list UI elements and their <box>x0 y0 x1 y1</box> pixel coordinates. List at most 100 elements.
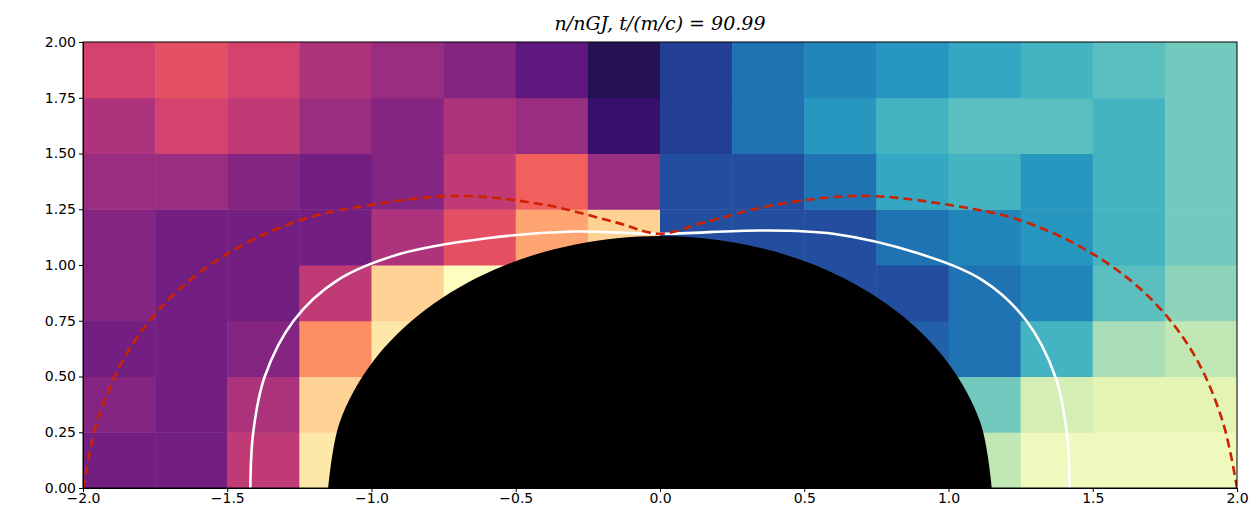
cell <box>949 209 1022 265</box>
cell <box>155 154 228 210</box>
cell <box>876 98 949 154</box>
y-tick: 1.00 <box>45 257 83 273</box>
cell <box>1021 265 1094 321</box>
cell <box>949 321 1022 377</box>
cell <box>588 42 661 98</box>
cell <box>660 98 733 154</box>
frame <box>83 42 1237 488</box>
cell <box>804 98 877 154</box>
cell <box>876 209 949 265</box>
y-tick-label: 2.00 <box>45 34 76 50</box>
y-tick-label: 0.25 <box>45 424 76 440</box>
cell <box>372 98 445 154</box>
x-tick: −1.0 <box>355 488 389 506</box>
cells <box>83 42 1237 488</box>
cell <box>227 432 300 488</box>
x-tick: 1.0 <box>938 488 960 506</box>
y-tick: 0.50 <box>45 368 83 384</box>
cell <box>588 98 661 154</box>
y-tick-label: 1.00 <box>45 257 76 273</box>
cell <box>155 377 228 433</box>
x-tick-label: −1.0 <box>355 490 389 506</box>
x-tick-label: −1.5 <box>211 490 245 506</box>
y-tick: 2.00 <box>45 34 83 50</box>
cell <box>227 377 300 433</box>
y-tick: 1.50 <box>45 145 83 161</box>
cell <box>949 265 1022 321</box>
cell <box>660 42 733 98</box>
curve <box>250 230 1069 488</box>
cell <box>732 98 805 154</box>
x-tick-label: 0.5 <box>794 490 816 506</box>
y-tick-mark <box>79 321 83 322</box>
y-tick-mark <box>79 377 83 378</box>
cell <box>1021 432 1094 488</box>
y-tick-label: 0.75 <box>45 313 76 329</box>
y-tick-mark <box>79 265 83 266</box>
cell <box>516 42 589 98</box>
x-tick-label: 1.0 <box>938 490 960 506</box>
cell <box>372 154 445 210</box>
cell <box>949 42 1022 98</box>
cell <box>83 154 156 210</box>
cell <box>804 209 877 265</box>
cell <box>660 154 733 210</box>
y-tick-mark <box>79 42 83 43</box>
y-tick-mark <box>79 488 83 489</box>
y-tick-label: 1.50 <box>45 145 76 161</box>
cell <box>83 265 156 321</box>
cell <box>1093 154 1166 210</box>
plot-area <box>83 42 1237 488</box>
y-tick: 0.25 <box>45 424 83 440</box>
cell <box>1165 377 1237 433</box>
cell <box>83 98 156 154</box>
cell <box>804 42 877 98</box>
cell <box>949 154 1022 210</box>
horizon-area <box>328 236 992 488</box>
cell <box>1165 154 1237 210</box>
x-tick: 0.5 <box>794 488 816 506</box>
cell <box>876 154 949 210</box>
cell <box>372 42 445 98</box>
cell <box>83 377 156 433</box>
plot: −2.0−1.5−1.0−0.50.00.51.01.52.00.000.250… <box>45 34 1249 506</box>
cell <box>1021 154 1094 210</box>
cell <box>155 321 228 377</box>
cell <box>299 209 372 265</box>
x-tick-label: 0.0 <box>649 490 671 506</box>
cell <box>1093 321 1166 377</box>
x-tick: 1.5 <box>1082 488 1104 506</box>
dashed-curve <box>83 196 1237 488</box>
cell <box>83 321 156 377</box>
cell <box>155 209 228 265</box>
cell <box>1165 98 1237 154</box>
y-tick: 0.75 <box>45 313 83 329</box>
cell <box>1093 377 1166 433</box>
cell <box>299 98 372 154</box>
cell <box>227 98 300 154</box>
cell <box>1165 42 1237 98</box>
cell <box>227 265 300 321</box>
chart: −2.0−1.5−1.0−0.50.00.51.01.52.00.000.250… <box>0 0 1255 514</box>
cell <box>1021 98 1094 154</box>
cell <box>83 209 156 265</box>
y-tick-mark <box>79 98 83 99</box>
x-tick: 2.0 <box>1226 488 1248 506</box>
cell <box>1093 432 1166 488</box>
cell <box>1093 209 1166 265</box>
cell <box>227 209 300 265</box>
x-tick-label: −0.5 <box>499 490 533 506</box>
y-tick: 0.00 <box>45 480 83 496</box>
cell <box>444 154 517 210</box>
y-tick-label: 0.50 <box>45 368 76 384</box>
title: n/nGJ, t/(m/c) = 90.99 <box>555 12 766 34</box>
cell <box>372 209 445 265</box>
cell <box>299 154 372 210</box>
cell <box>227 42 300 98</box>
cell <box>1021 42 1094 98</box>
cell <box>155 432 228 488</box>
y-tick: 1.25 <box>45 201 83 217</box>
cell <box>732 42 805 98</box>
y-tick-mark <box>79 154 83 155</box>
cell <box>1165 265 1237 321</box>
